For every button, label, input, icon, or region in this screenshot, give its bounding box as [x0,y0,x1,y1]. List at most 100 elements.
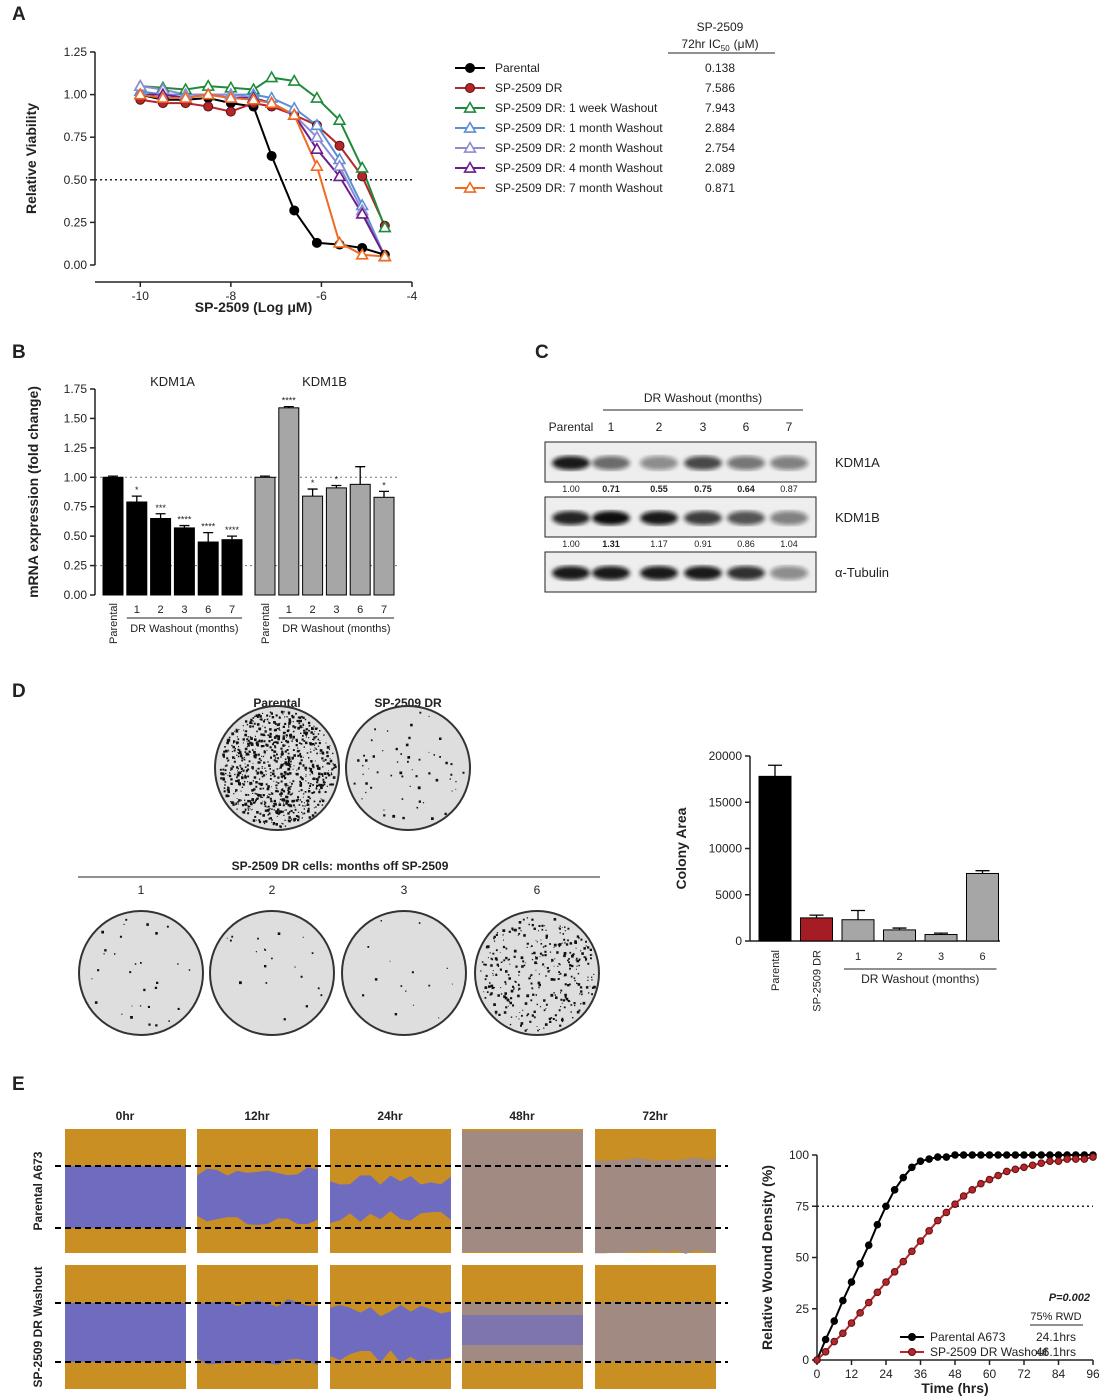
colony-dish [214,705,340,831]
y-tick-label: 1.25 [64,45,88,59]
data-point [1002,1151,1011,1159]
data-point [310,90,324,103]
data-point [355,206,369,219]
blot-row-label: α-Tubulin [835,565,889,580]
data-point [1002,1167,1011,1176]
wound-region [462,1315,583,1345]
significance: **** [282,396,297,406]
legend-label: SP-2509 DR: 4 month Washout [495,161,663,175]
x-tick-label: 3 [333,604,339,616]
data-point [873,1288,882,1297]
x-tick-label: 6 [979,951,985,963]
data-point [813,1356,821,1364]
data-point [856,1309,864,1317]
legend-marker [908,1348,916,1356]
image-label: 6 [534,883,541,897]
legend-label: SP-2509 DR [495,81,563,95]
image-label: 3 [401,883,408,897]
x-tick-label: 84 [1052,1367,1066,1381]
blot-row-label: KDM1A [835,455,880,470]
band-quantification: 1.00 [562,539,580,549]
significance: **** [201,522,216,532]
error-bar [131,495,142,503]
data-point [1037,1159,1046,1167]
legend-header: 72hr IC50 (μM) [681,37,758,53]
data-point [310,159,324,172]
data-point [856,1259,864,1268]
blot-band [727,566,765,580]
legend-marker [463,180,477,193]
legend-header: SP-2509 [697,20,744,34]
time-label: 0hr [116,1109,135,1123]
error-bar [155,513,166,519]
data-point [264,70,279,83]
y-tick-label: 0.25 [64,215,88,229]
group-label: DR Washout (months) [282,623,390,635]
y-tick-label: 0.00 [64,588,88,602]
x-tick-label: 12 [845,1367,859,1381]
panel-label: E [12,1074,25,1095]
data-point [357,171,368,182]
y-tick-label: 0.00 [64,258,88,272]
colony-dish [474,910,600,1036]
legend-header-unit: (μM) [734,37,759,51]
ic50-value: 7.586 [705,81,735,95]
blot-header: DR Washout (months) [644,391,762,405]
rwd-value: 46.1hrs [1036,1345,1076,1359]
data-point [847,1278,856,1286]
data-point [378,249,392,262]
y-tick-label: 50 [796,1251,810,1265]
data-point [1028,1161,1037,1170]
blot-band [640,456,678,470]
data-point [882,1202,890,1211]
y-tick-label: 0 [735,934,742,948]
data-point [899,1173,908,1182]
legend-label: SP-2509 DR: 1 week Washout [495,101,658,115]
data-point [266,150,277,161]
bar [254,476,276,596]
data-point [287,73,302,86]
y-tick-label: 20000 [709,749,743,763]
bar [758,775,792,942]
bar [278,407,300,596]
colony-dish [209,910,335,1036]
data-point [830,1317,839,1325]
legend-marker [465,63,475,73]
significance: * [382,480,386,490]
data-point [1046,1151,1054,1159]
band-quantification: 0.87 [780,484,798,494]
row-label: SP-2509 DR Washout [31,1267,45,1388]
data-point [933,1153,942,1161]
x-tick-label: 24 [879,1367,893,1381]
significance: *** [155,503,166,513]
data-point [830,1337,839,1346]
bar [150,517,172,596]
x-axis-title: Time (hrs) [921,1380,988,1396]
band-quantification: 0.75 [694,484,712,494]
data-point [1080,1155,1089,1163]
bar [841,919,875,942]
blot-band [592,566,630,580]
y-axis-title: Colony Area [673,807,689,889]
y-tick-label: 1.00 [64,88,88,102]
error-bar [260,475,270,478]
bar [883,929,916,942]
bar [126,501,148,596]
time-label: 72hr [642,1109,668,1123]
y-tick-label: 0.25 [64,559,88,573]
band-quantification: 0.64 [737,484,755,494]
image-label: SP-2509 DR [374,696,442,710]
x-tick-label: -4 [407,289,418,303]
blot-band [640,511,678,525]
data-point [246,92,261,105]
x-tick-label: 0 [814,1367,821,1381]
data-point [355,160,369,173]
x-tick-label: Parental [108,603,120,644]
blot-band [640,566,678,580]
data-point [310,142,324,154]
x-tick-label: 7 [381,604,387,616]
wound-region [197,1167,318,1225]
x-tick-label: 1 [286,604,292,616]
lane-label: 2 [656,420,663,434]
data-point [332,113,347,126]
